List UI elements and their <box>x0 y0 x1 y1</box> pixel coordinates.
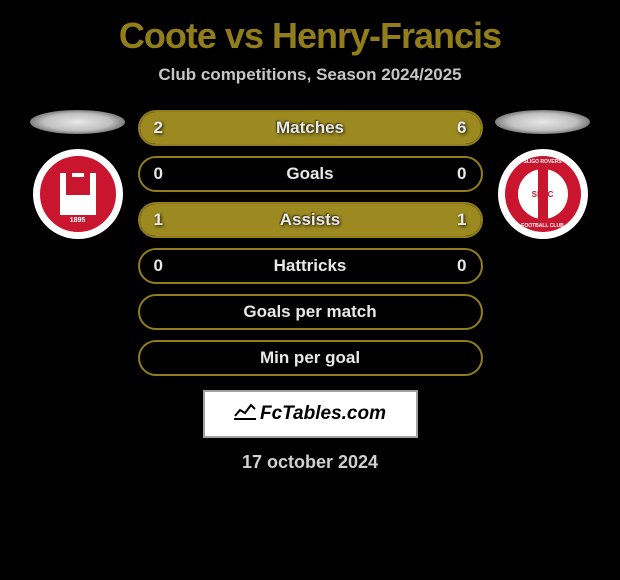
player1-avatar-placeholder <box>30 110 125 134</box>
main-area: 1895 2 6 Matches 0 0 Goals 1 1 Assists 0 0 Hattrick… <box>0 110 620 376</box>
stat-label: Goals <box>286 164 333 184</box>
stat-fill-left <box>140 112 225 144</box>
stat-value-right: 0 <box>457 164 466 184</box>
chart-icon <box>234 402 256 426</box>
page-title: Coote vs Henry-Francis <box>119 15 501 57</box>
castle-icon <box>66 177 90 195</box>
stat-bar: Min per goal <box>138 340 483 376</box>
club2-center-icon: SRFC <box>518 169 568 219</box>
stats-column: 2 6 Matches 0 0 Goals 1 1 Assists 0 0 Hattricks Goal… <box>138 110 483 376</box>
stat-bar: Goals per match <box>138 294 483 330</box>
club1-crest: 1895 <box>33 149 123 239</box>
stat-value-left: 0 <box>154 256 163 276</box>
brand-link[interactable]: FcTables.com <box>203 390 418 438</box>
stat-label: Matches <box>276 118 344 138</box>
club2-abbrev: SRFC <box>532 190 554 199</box>
vs-label: vs <box>225 15 263 56</box>
stat-label: Goals per match <box>243 302 376 322</box>
player1-name: Coote <box>119 15 216 56</box>
club1-crest-inner: 1895 <box>40 156 116 232</box>
stat-bar: 1 1 Assists <box>138 202 483 238</box>
club2-crest-inner: SLIGO ROVERS SRFC FOOTBALL CLUB <box>505 156 581 232</box>
club2-text-bot: FOOTBALL CLUB <box>521 223 563 229</box>
comparison-card: Coote vs Henry-Francis Club competitions… <box>0 0 620 488</box>
subtitle: Club competitions, Season 2024/2025 <box>158 65 461 85</box>
footer-date: 17 october 2024 <box>242 452 378 473</box>
stat-bar: 0 0 Hattricks <box>138 248 483 284</box>
club1-year: 1895 <box>70 217 86 224</box>
club2-crest: SLIGO ROVERS SRFC FOOTBALL CLUB <box>498 149 588 239</box>
club2-text-top: SLIGO ROVERS <box>523 159 561 165</box>
player2-name: Henry-Francis <box>272 15 501 56</box>
brand-text: FcTables.com <box>260 403 386 425</box>
stat-value-left: 0 <box>154 164 163 184</box>
club1-shield-icon <box>60 173 96 215</box>
stat-label: Min per goal <box>260 348 360 368</box>
stat-value-left: 1 <box>154 210 163 230</box>
stat-label: Assists <box>280 210 340 230</box>
stat-value-left: 2 <box>154 118 163 138</box>
stat-value-right: 6 <box>457 118 466 138</box>
stat-fill-right <box>225 112 481 144</box>
stat-bar: 2 6 Matches <box>138 110 483 146</box>
stat-value-right: 0 <box>457 256 466 276</box>
stat-label: Hattricks <box>274 256 347 276</box>
stat-bar: 0 0 Goals <box>138 156 483 192</box>
player2-column: SLIGO ROVERS SRFC FOOTBALL CLUB <box>493 110 593 239</box>
player2-avatar-placeholder <box>495 110 590 134</box>
player1-column: 1895 <box>28 110 128 239</box>
stat-value-right: 1 <box>457 210 466 230</box>
